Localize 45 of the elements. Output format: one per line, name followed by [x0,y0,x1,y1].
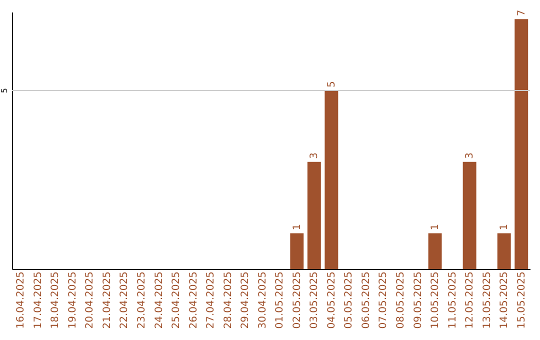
x-tick-label: 28.04.2025 [222,272,234,329]
x-tick-label: 07.05.2025 [378,272,390,329]
x-tick-label: 03.05.2025 [309,272,320,329]
x-tick-label: 26.04.2025 [188,272,200,329]
x-tick-label: 20.04.2025 [84,272,96,329]
x-tick-label: 05.05.2025 [344,272,355,329]
bar [428,233,442,269]
bar [290,233,304,269]
data-label: 5 [326,81,338,88]
bar [514,19,528,269]
ref-line-label: 5 [0,88,9,94]
x-tick-label: 18.04.2025 [50,272,62,329]
x-tick-label: 09.05.2025 [412,272,424,329]
x-tick-label: 19.04.2025 [67,272,78,329]
x-tick-label: 29.04.2025 [240,272,252,329]
x-tick-label: 12.05.2025 [464,272,476,329]
x-tick-label: 16.04.2025 [16,272,27,329]
data-label: 1 [430,224,442,230]
x-tick-label: 15.05.2025 [516,272,528,329]
x-tick-label: 22.04.2025 [119,272,130,329]
x-tick-label: 11.05.2025 [447,272,458,329]
x-tick-label: 24.04.2025 [154,272,165,329]
data-label: 3 [464,152,476,159]
x-tick-label: 02.05.2025 [292,272,303,329]
bar [462,162,476,269]
x-tick-label: 30.04.2025 [257,272,268,329]
x-tick-label: 27.04.2025 [206,272,217,329]
x-tick-label: 08.05.2025 [396,272,406,329]
x-tick-label: 17.04.2025 [32,272,44,329]
bar [497,233,511,269]
data-label: 1 [292,224,303,230]
x-tick-label: 13.05.2025 [482,272,493,329]
x-tick-label: 06.05.2025 [360,272,372,329]
x-tick-label: 25.04.2025 [171,272,182,329]
data-label: 3 [309,152,320,159]
x-tick-label: 23.04.2025 [136,272,148,329]
x-tick-label: 21.04.2025 [102,272,113,329]
x-tick-label: 01.05.2025 [274,272,286,329]
x-tick-label: 04.05.2025 [326,272,338,329]
bar [307,162,321,269]
data-label: 7 [516,10,528,16]
x-tick-label: 14.05.2025 [499,272,510,329]
x-tick-label: 10.05.2025 [430,272,442,329]
bar [324,90,338,269]
data-label: 1 [499,224,510,230]
